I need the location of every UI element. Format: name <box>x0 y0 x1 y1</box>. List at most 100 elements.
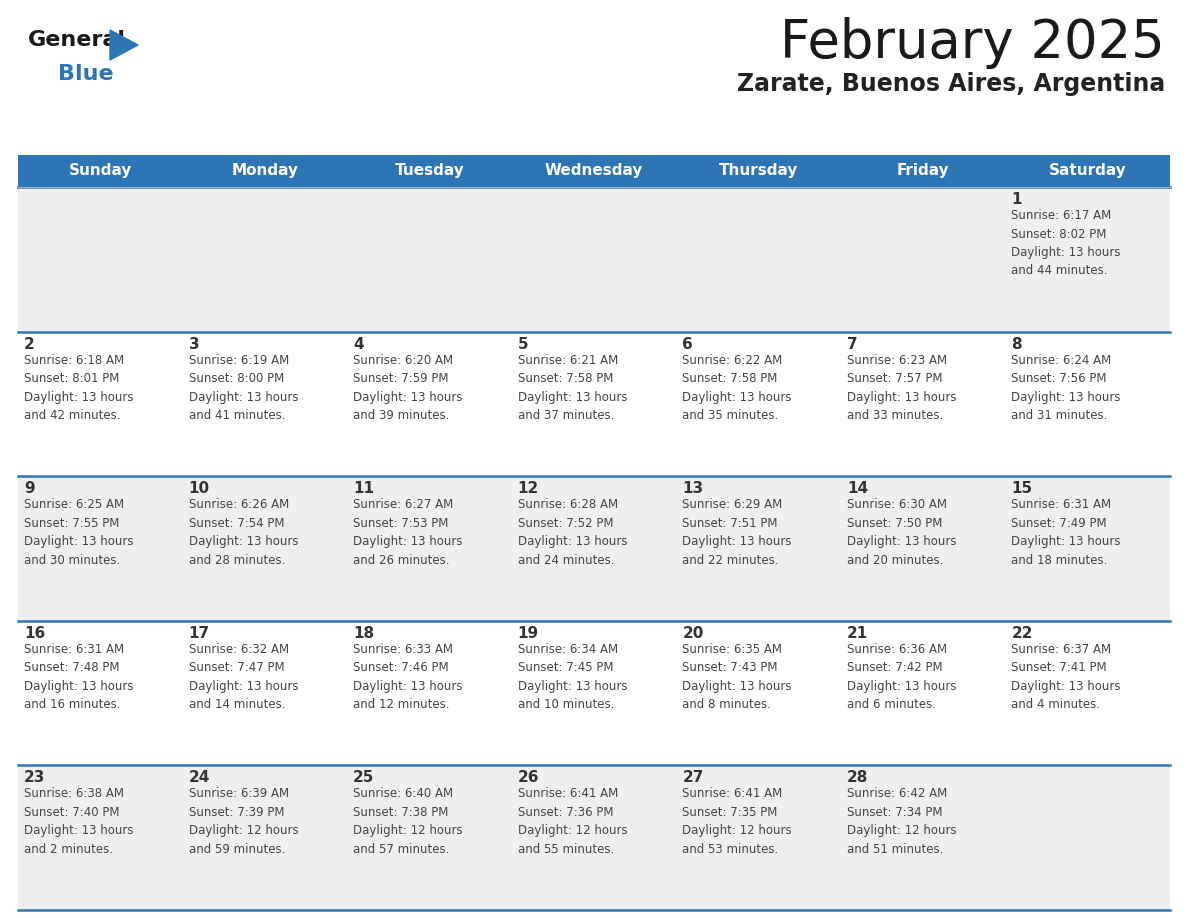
Text: 11: 11 <box>353 481 374 497</box>
Text: Friday: Friday <box>897 163 949 178</box>
Text: Sunrise: 6:41 AM
Sunset: 7:35 PM
Daylight: 12 hours
and 53 minutes.: Sunrise: 6:41 AM Sunset: 7:35 PM Dayligh… <box>682 788 792 856</box>
Text: Sunrise: 6:26 AM
Sunset: 7:54 PM
Daylight: 13 hours
and 28 minutes.: Sunrise: 6:26 AM Sunset: 7:54 PM Dayligh… <box>189 498 298 566</box>
Text: Sunrise: 6:31 AM
Sunset: 7:49 PM
Daylight: 13 hours
and 18 minutes.: Sunrise: 6:31 AM Sunset: 7:49 PM Dayligh… <box>1011 498 1121 566</box>
Text: Sunrise: 6:38 AM
Sunset: 7:40 PM
Daylight: 13 hours
and 2 minutes.: Sunrise: 6:38 AM Sunset: 7:40 PM Dayligh… <box>24 788 133 856</box>
Bar <box>841 155 1005 187</box>
Bar <box>18 766 183 910</box>
Bar <box>512 155 676 187</box>
Bar <box>676 187 841 331</box>
Text: 26: 26 <box>518 770 539 786</box>
Text: Sunrise: 6:34 AM
Sunset: 7:45 PM
Daylight: 13 hours
and 10 minutes.: Sunrise: 6:34 AM Sunset: 7:45 PM Dayligh… <box>518 643 627 711</box>
Text: 3: 3 <box>189 337 200 352</box>
Bar <box>676 331 841 476</box>
Text: Saturday: Saturday <box>1049 163 1126 178</box>
Text: 22: 22 <box>1011 626 1032 641</box>
Text: Sunday: Sunday <box>69 163 132 178</box>
Text: 28: 28 <box>847 770 868 786</box>
Text: 5: 5 <box>518 337 529 352</box>
Text: Sunrise: 6:36 AM
Sunset: 7:42 PM
Daylight: 13 hours
and 6 minutes.: Sunrise: 6:36 AM Sunset: 7:42 PM Dayligh… <box>847 643 956 711</box>
Text: 17: 17 <box>189 626 210 641</box>
Bar <box>183 621 347 766</box>
Bar <box>183 766 347 910</box>
Text: Sunrise: 6:28 AM
Sunset: 7:52 PM
Daylight: 13 hours
and 24 minutes.: Sunrise: 6:28 AM Sunset: 7:52 PM Dayligh… <box>518 498 627 566</box>
Text: Sunrise: 6:41 AM
Sunset: 7:36 PM
Daylight: 12 hours
and 55 minutes.: Sunrise: 6:41 AM Sunset: 7:36 PM Dayligh… <box>518 788 627 856</box>
Text: 12: 12 <box>518 481 539 497</box>
Text: Sunrise: 6:24 AM
Sunset: 7:56 PM
Daylight: 13 hours
and 31 minutes.: Sunrise: 6:24 AM Sunset: 7:56 PM Dayligh… <box>1011 353 1121 422</box>
Text: Sunrise: 6:20 AM
Sunset: 7:59 PM
Daylight: 13 hours
and 39 minutes.: Sunrise: 6:20 AM Sunset: 7:59 PM Dayligh… <box>353 353 462 422</box>
Text: Sunrise: 6:31 AM
Sunset: 7:48 PM
Daylight: 13 hours
and 16 minutes.: Sunrise: 6:31 AM Sunset: 7:48 PM Dayligh… <box>24 643 133 711</box>
Text: Sunrise: 6:37 AM
Sunset: 7:41 PM
Daylight: 13 hours
and 4 minutes.: Sunrise: 6:37 AM Sunset: 7:41 PM Dayligh… <box>1011 643 1121 711</box>
Text: 2: 2 <box>24 337 34 352</box>
Bar <box>347 476 512 621</box>
Text: Sunrise: 6:17 AM
Sunset: 8:02 PM
Daylight: 13 hours
and 44 minutes.: Sunrise: 6:17 AM Sunset: 8:02 PM Dayligh… <box>1011 209 1121 277</box>
Bar <box>347 187 512 331</box>
Text: Sunrise: 6:25 AM
Sunset: 7:55 PM
Daylight: 13 hours
and 30 minutes.: Sunrise: 6:25 AM Sunset: 7:55 PM Dayligh… <box>24 498 133 566</box>
Text: Sunrise: 6:39 AM
Sunset: 7:39 PM
Daylight: 12 hours
and 59 minutes.: Sunrise: 6:39 AM Sunset: 7:39 PM Dayligh… <box>189 788 298 856</box>
Bar <box>18 187 183 331</box>
Text: Sunrise: 6:42 AM
Sunset: 7:34 PM
Daylight: 12 hours
and 51 minutes.: Sunrise: 6:42 AM Sunset: 7:34 PM Dayligh… <box>847 788 956 856</box>
Text: Thursday: Thursday <box>719 163 798 178</box>
Text: 6: 6 <box>682 337 693 352</box>
Bar <box>841 331 1005 476</box>
Text: 16: 16 <box>24 626 45 641</box>
Bar <box>676 766 841 910</box>
Text: Sunrise: 6:29 AM
Sunset: 7:51 PM
Daylight: 13 hours
and 22 minutes.: Sunrise: 6:29 AM Sunset: 7:51 PM Dayligh… <box>682 498 791 566</box>
Polygon shape <box>110 30 138 60</box>
Bar <box>512 621 676 766</box>
Text: Sunrise: 6:40 AM
Sunset: 7:38 PM
Daylight: 12 hours
and 57 minutes.: Sunrise: 6:40 AM Sunset: 7:38 PM Dayligh… <box>353 788 463 856</box>
Text: 24: 24 <box>189 770 210 786</box>
Bar <box>18 476 183 621</box>
Bar <box>841 476 1005 621</box>
Text: Sunrise: 6:18 AM
Sunset: 8:01 PM
Daylight: 13 hours
and 42 minutes.: Sunrise: 6:18 AM Sunset: 8:01 PM Dayligh… <box>24 353 133 422</box>
Text: General: General <box>29 30 126 50</box>
Text: 20: 20 <box>682 626 703 641</box>
Text: 13: 13 <box>682 481 703 497</box>
Bar <box>183 187 347 331</box>
Text: Tuesday: Tuesday <box>394 163 465 178</box>
Text: February 2025: February 2025 <box>781 17 1165 69</box>
Text: 15: 15 <box>1011 481 1032 497</box>
Text: 23: 23 <box>24 770 45 786</box>
Bar <box>1005 331 1170 476</box>
Text: Sunrise: 6:19 AM
Sunset: 8:00 PM
Daylight: 13 hours
and 41 minutes.: Sunrise: 6:19 AM Sunset: 8:00 PM Dayligh… <box>189 353 298 422</box>
Bar <box>1005 155 1170 187</box>
Bar <box>183 155 347 187</box>
Bar <box>1005 766 1170 910</box>
Text: 18: 18 <box>353 626 374 641</box>
Bar <box>347 331 512 476</box>
Text: Sunrise: 6:35 AM
Sunset: 7:43 PM
Daylight: 13 hours
and 8 minutes.: Sunrise: 6:35 AM Sunset: 7:43 PM Dayligh… <box>682 643 791 711</box>
Text: 19: 19 <box>518 626 539 641</box>
Bar <box>183 331 347 476</box>
Text: Monday: Monday <box>232 163 298 178</box>
Bar <box>676 155 841 187</box>
Bar <box>512 476 676 621</box>
Text: Sunrise: 6:23 AM
Sunset: 7:57 PM
Daylight: 13 hours
and 33 minutes.: Sunrise: 6:23 AM Sunset: 7:57 PM Dayligh… <box>847 353 956 422</box>
Bar <box>18 621 183 766</box>
Text: 1: 1 <box>1011 192 1022 207</box>
Text: Zarate, Buenos Aires, Argentina: Zarate, Buenos Aires, Argentina <box>737 72 1165 96</box>
Text: 8: 8 <box>1011 337 1022 352</box>
Text: Blue: Blue <box>58 64 114 84</box>
Bar <box>347 621 512 766</box>
Text: Sunrise: 6:27 AM
Sunset: 7:53 PM
Daylight: 13 hours
and 26 minutes.: Sunrise: 6:27 AM Sunset: 7:53 PM Dayligh… <box>353 498 462 566</box>
Text: 7: 7 <box>847 337 858 352</box>
Text: Sunrise: 6:32 AM
Sunset: 7:47 PM
Daylight: 13 hours
and 14 minutes.: Sunrise: 6:32 AM Sunset: 7:47 PM Dayligh… <box>189 643 298 711</box>
Text: Wednesday: Wednesday <box>545 163 643 178</box>
Text: Sunrise: 6:22 AM
Sunset: 7:58 PM
Daylight: 13 hours
and 35 minutes.: Sunrise: 6:22 AM Sunset: 7:58 PM Dayligh… <box>682 353 791 422</box>
Bar <box>676 476 841 621</box>
Text: 14: 14 <box>847 481 868 497</box>
Bar <box>1005 187 1170 331</box>
Bar <box>347 766 512 910</box>
Bar <box>18 331 183 476</box>
Text: 21: 21 <box>847 626 868 641</box>
Bar <box>841 621 1005 766</box>
Bar <box>183 476 347 621</box>
Text: Sunrise: 6:30 AM
Sunset: 7:50 PM
Daylight: 13 hours
and 20 minutes.: Sunrise: 6:30 AM Sunset: 7:50 PM Dayligh… <box>847 498 956 566</box>
Bar <box>512 187 676 331</box>
Bar <box>841 187 1005 331</box>
Bar <box>1005 476 1170 621</box>
Text: 4: 4 <box>353 337 364 352</box>
Bar <box>676 621 841 766</box>
Text: 25: 25 <box>353 770 374 786</box>
Bar <box>841 766 1005 910</box>
